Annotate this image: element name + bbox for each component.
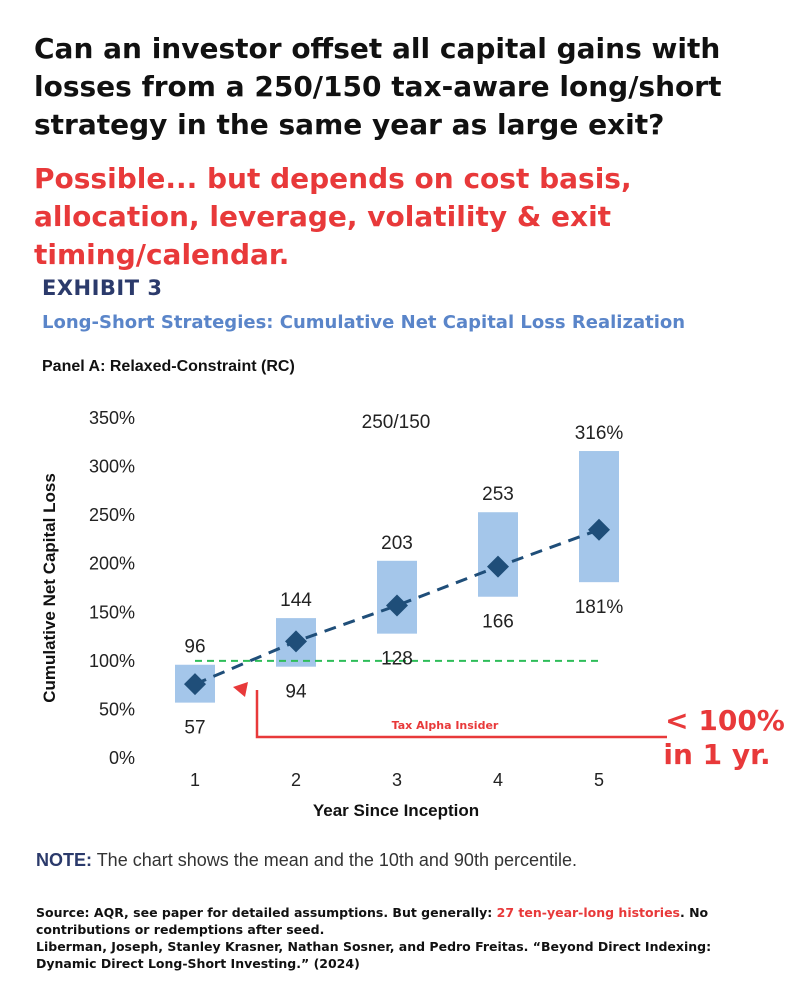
p10-label: 57: [184, 718, 205, 739]
headline: Can an investor offset all capital gains…: [34, 32, 722, 141]
range-chart: 0% 50% 100% 150% 200% 250% 300% 350% 96 57 144 94 2…: [40, 408, 785, 820]
x-tick-label: 4: [493, 770, 503, 790]
y-tick-label: 200%: [89, 554, 135, 574]
source-prefix: Source: AQR, see paper for detailed assu…: [36, 905, 497, 920]
trend-line: [194, 528, 600, 686]
mean-markers: [184, 518, 610, 696]
panel-title: Panel A: Relaxed-Constraint (RC): [42, 358, 295, 375]
p10-label: 181%: [575, 597, 624, 618]
answer-text: Possible... but depends on cost basis, a…: [34, 162, 632, 271]
mean-marker: [588, 518, 610, 541]
range-bars: [175, 451, 619, 703]
p10-label: 94: [285, 682, 307, 703]
range-bar: [579, 451, 619, 583]
source-block: Source: AQR, see paper for detailed assu…: [36, 904, 776, 972]
mean-marker: [386, 594, 408, 617]
exhibit-subtitle: Long-Short Strategies: Cumulative Net Ca…: [42, 312, 686, 333]
source-citation: Liberman, Joseph, Stanley Krasner, Natha…: [36, 939, 712, 971]
mean-marker: [285, 630, 307, 653]
callout-line2: in 1 yr.: [663, 738, 770, 771]
p90-label: 203: [381, 533, 413, 554]
x-tick-label: 5: [594, 770, 604, 790]
y-tick-label: 50%: [99, 699, 135, 719]
x-axis-label: Year Since Inception: [313, 801, 479, 820]
source-highlight: 27 ten-year-long histories: [496, 905, 680, 920]
p90-label: 144: [280, 590, 312, 611]
note-text: The chart shows the mean and the 10th an…: [96, 850, 578, 870]
x-tick-labels: 1 2 3 4 5: [190, 770, 604, 790]
arrow-head: [233, 682, 248, 697]
callout-line1: < 100%: [665, 704, 785, 737]
y-tick-label: 100%: [89, 651, 135, 671]
tax-alpha-tag: Tax Alpha Insider: [392, 719, 499, 732]
source-suffix: . No contributions or redemptions after …: [36, 905, 709, 937]
y-tick-label: 0%: [109, 748, 135, 768]
note-label: NOTE:: [36, 850, 92, 870]
mean-marker: [487, 555, 509, 578]
x-tick-label: 3: [392, 770, 402, 790]
y-tick-label: 150%: [89, 602, 135, 622]
p90-label: 96: [184, 637, 205, 658]
percentile-labels: 96 57 144 94 203 128 253 166 316% 181%: [184, 423, 623, 739]
exhibit-label: EXHIBIT 3: [42, 276, 163, 300]
p10-label: 166: [482, 612, 514, 633]
chart-note: NOTE: The chart shows the mean and the 1…: [36, 850, 577, 871]
y-tick-label: 250%: [89, 505, 135, 525]
y-tick-labels: 0% 50% 100% 150% 200% 250% 300% 350%: [89, 408, 135, 768]
series-label: 250/150: [362, 412, 431, 433]
arrow-line: [255, 690, 667, 739]
x-tick-label: 2: [291, 770, 301, 790]
range-bar: [478, 512, 518, 597]
y-tick-label: 350%: [89, 408, 135, 428]
p90-label: 316%: [575, 423, 624, 444]
y-tick-label: 300%: [89, 457, 135, 477]
p90-label: 253: [482, 484, 514, 505]
mean-marker: [184, 673, 206, 696]
x-tick-label: 1: [190, 770, 200, 790]
p10-label: 128: [381, 649, 413, 670]
y-axis-label: Cumulative Net Capital Loss: [40, 473, 59, 703]
